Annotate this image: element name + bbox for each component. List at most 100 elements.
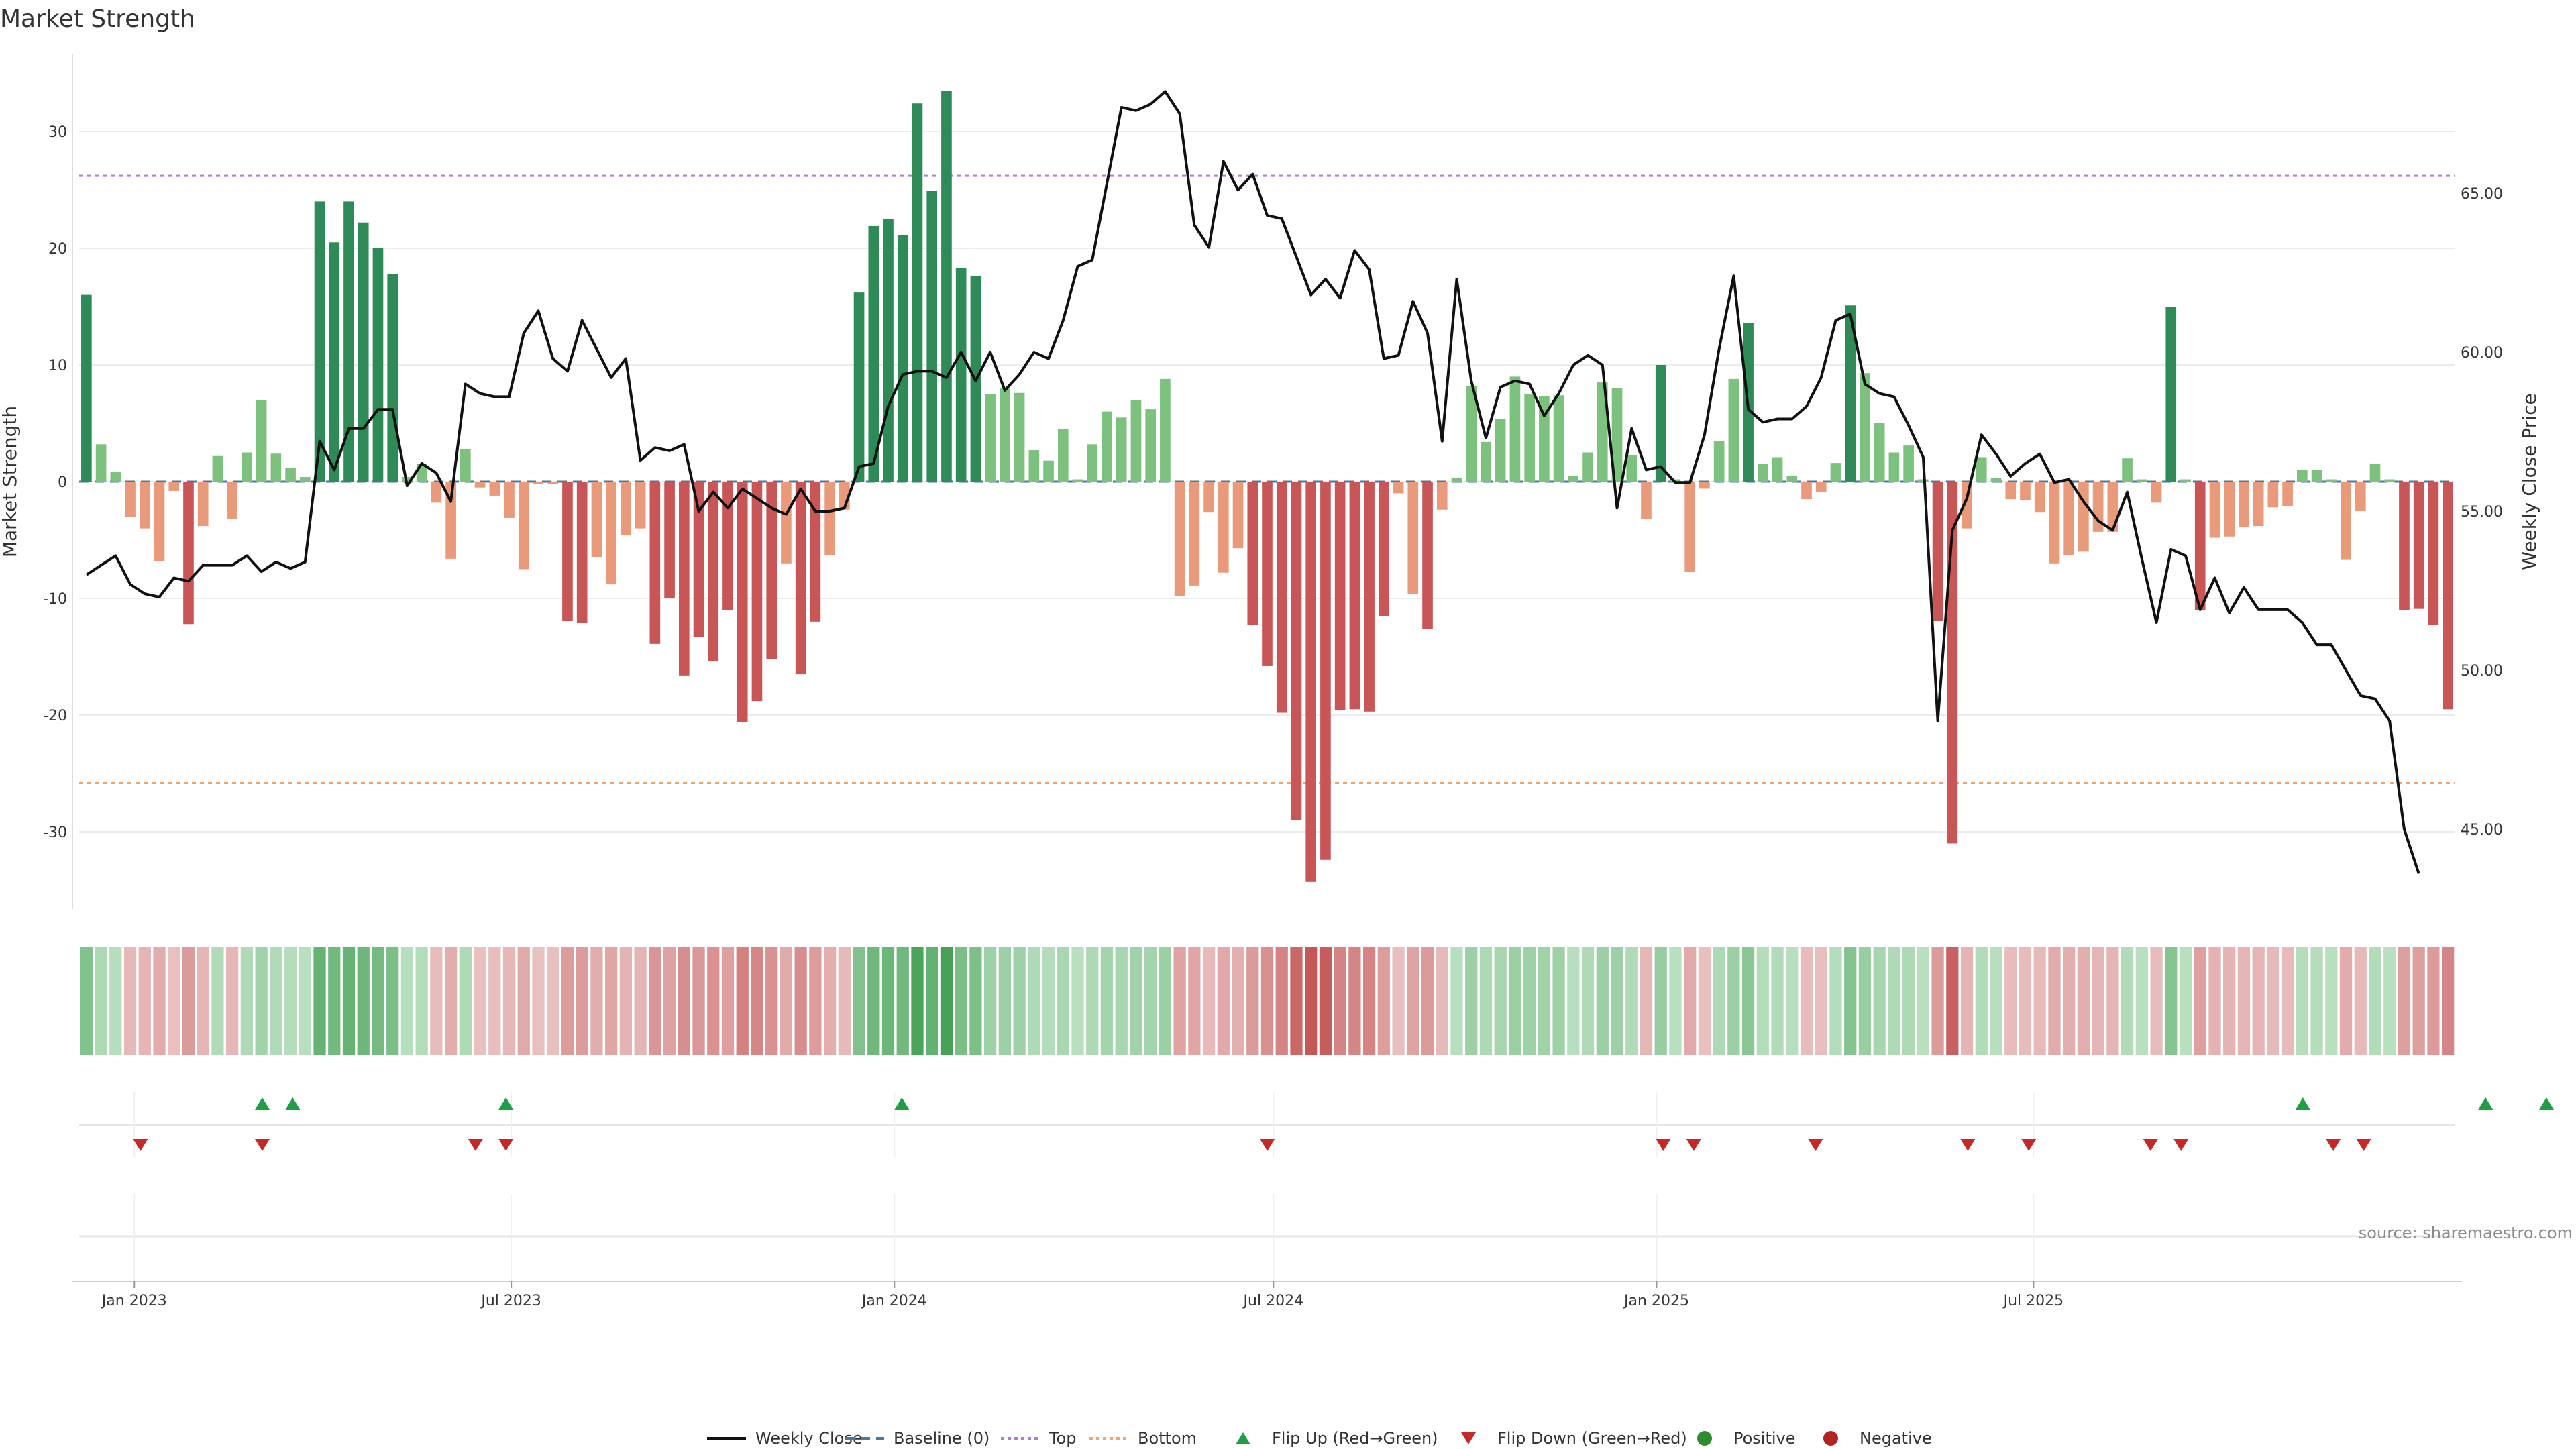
- strength-bar: [489, 482, 500, 496]
- strip-cell: [357, 947, 370, 1055]
- strength-bar: [168, 482, 180, 491]
- strip-cell: [1975, 947, 1988, 1055]
- date-panel: Jan 2023 Jul 2023 Jan 2024 Jul 2024 Jan 2025…: [72, 1194, 2573, 1309]
- strip-cell: [1159, 947, 1172, 1055]
- strength-bar: [1466, 386, 1477, 482]
- strength-bar: [1597, 382, 1608, 482]
- strip-cell: [1362, 947, 1376, 1055]
- legend-swatch: [1236, 1432, 1250, 1444]
- strip-cell: [721, 947, 735, 1055]
- strip-cell: [1260, 947, 1274, 1055]
- strip-cell: [561, 947, 574, 1055]
- strength-bar: [1903, 445, 1914, 482]
- strength-bar: [1116, 417, 1127, 482]
- strength-bar: [897, 235, 908, 482]
- strength-bar: [1874, 423, 1885, 482]
- strength-bar: [1888, 452, 1900, 482]
- flip-down-marker: [255, 1139, 270, 1151]
- strip-cell: [313, 947, 326, 1055]
- strength-bars: [81, 91, 2453, 882]
- strip-cell: [809, 947, 822, 1055]
- strength-bar: [1990, 478, 2002, 482]
- strip-cell: [678, 947, 690, 1055]
- strip-cell: [1319, 947, 1332, 1055]
- strip-cell: [1829, 947, 1842, 1055]
- strip-cell: [590, 947, 603, 1055]
- strip-cell: [2354, 947, 2367, 1055]
- strength-bar: [299, 477, 311, 482]
- strength-bar: [518, 482, 529, 570]
- strip-cell: [1334, 947, 1346, 1055]
- strength-bar: [1189, 482, 1200, 586]
- strip-cell: [372, 947, 384, 1055]
- strength-bar: [2355, 482, 2366, 511]
- strip-cell: [2237, 947, 2251, 1055]
- strength-bar: [343, 201, 354, 482]
- strength-bar: [2209, 482, 2220, 538]
- strip-cell: [2223, 947, 2236, 1055]
- strength-bar: [2165, 307, 2177, 482]
- strip-cell: [415, 947, 428, 1055]
- strength-bar: [2224, 482, 2235, 537]
- strength-bar: [2136, 479, 2147, 482]
- flip-up-marker: [255, 1097, 270, 1110]
- strength-bar: [1524, 394, 1535, 482]
- strip-cell: [692, 947, 705, 1055]
- flip-down-marker: [133, 1139, 148, 1151]
- strength-bar: [853, 292, 865, 482]
- strip-cell: [459, 947, 472, 1055]
- strength-bar: [1962, 482, 1972, 529]
- strength-bar: [270, 453, 282, 482]
- strength-bar: [1028, 450, 1040, 482]
- strip-cell: [1275, 947, 1288, 1055]
- strength-bar: [781, 482, 792, 564]
- strip-cell: [1494, 947, 1507, 1055]
- legend-swatch: [1697, 1431, 1712, 1446]
- strip-cell: [1844, 947, 1857, 1055]
- strip-cell: [2208, 947, 2221, 1055]
- strip-cell: [1130, 947, 1142, 1055]
- strength-bar: [2078, 482, 2089, 552]
- strength-bar: [708, 482, 719, 661]
- strength-bar: [1509, 376, 1521, 482]
- strip-cell: [1654, 947, 1667, 1055]
- strip-cell: [2019, 947, 2032, 1055]
- strength-bar: [372, 248, 384, 482]
- strip-cell: [1202, 947, 1216, 1055]
- strip-cell: [1071, 947, 1084, 1055]
- strength-bar: [2297, 470, 2308, 482]
- flip-down-marker: [1686, 1139, 1701, 1151]
- strip-cell: [1713, 947, 1725, 1055]
- strip-cell: [1232, 947, 1244, 1055]
- strip-cell: [1888, 947, 1900, 1055]
- strip-cell: [649, 947, 661, 1055]
- strip-cell: [1625, 947, 1638, 1055]
- strip-cell: [2179, 947, 2192, 1055]
- strip-cell: [168, 947, 180, 1055]
- strength-bar: [985, 394, 996, 482]
- strength-bar: [1772, 457, 1783, 482]
- strip-cell: [823, 947, 837, 1055]
- reference-lines: [79, 174, 2455, 784]
- strip-cell: [1815, 947, 1827, 1055]
- strip-cell: [940, 947, 953, 1055]
- strength-bar: [1611, 388, 1623, 482]
- strip-cell: [1086, 947, 1099, 1055]
- strength-bar: [1553, 395, 1564, 482]
- x-tick-label: Jan 2024: [861, 1293, 927, 1309]
- strength-bar: [1815, 482, 1827, 492]
- strip-cell: [2004, 947, 2017, 1055]
- flip-down-marker: [498, 1139, 514, 1151]
- strength-bar: [868, 225, 879, 482]
- strip-cell: [95, 947, 107, 1055]
- strength-bar: [241, 452, 252, 482]
- strip-cell: [1786, 947, 1799, 1055]
- strip-cell: [2310, 947, 2323, 1055]
- strip-cell: [1858, 947, 1872, 1055]
- strength-bar: [1320, 482, 1331, 860]
- strip-cell: [109, 947, 122, 1055]
- strip-cell: [2383, 947, 2396, 1055]
- legend-label: Flip Down (Green→Red): [1497, 1429, 1687, 1448]
- strength-bar: [2326, 479, 2337, 482]
